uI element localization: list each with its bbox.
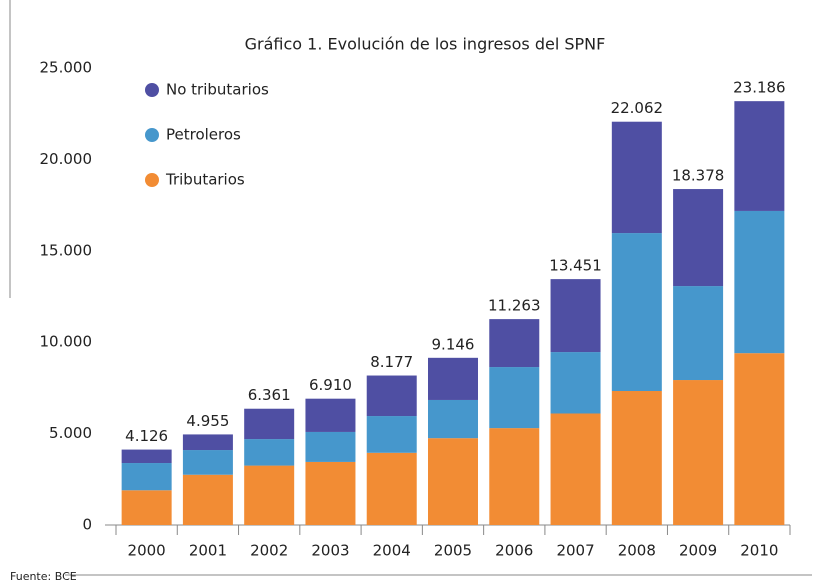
legend-marker (145, 173, 159, 187)
bar-segment (182, 450, 233, 475)
y-tick-label: 20.000 (40, 150, 93, 168)
bar-segment (489, 367, 540, 429)
y-tick-label: 25.000 (40, 59, 93, 77)
x-tick-label: 2003 (311, 542, 349, 560)
x-tick-label: 2000 (128, 542, 166, 560)
bar-segment (182, 474, 233, 525)
total-label: 4.126 (125, 427, 168, 445)
bar-segment (550, 279, 601, 353)
total-label: 13.451 (549, 257, 602, 275)
source: Fuente: BCE (10, 570, 77, 583)
chart-title: Gráfico 1. Evolución de los ingresos del… (245, 35, 606, 54)
x-tick-label: 2008 (618, 542, 656, 560)
bar-segment (244, 465, 295, 525)
bar-segment (366, 375, 417, 417)
bar-segment (244, 408, 295, 440)
bar-segment (489, 428, 540, 525)
bar-segment (734, 101, 785, 211)
x-tick-label: 2009 (679, 542, 717, 560)
x-tick-label: 2002 (250, 542, 288, 560)
bar-segment (734, 353, 785, 525)
bar-segment (182, 434, 233, 451)
bar-segment (366, 416, 417, 453)
y-tick-label: 15.000 (40, 241, 93, 259)
x-tick-label: 2005 (434, 542, 472, 560)
bar-segment (121, 490, 172, 525)
bar-segment (305, 398, 356, 432)
bar-segment (428, 399, 478, 439)
total-label: 4.955 (186, 412, 229, 430)
legend-label: No tributarios (166, 81, 269, 99)
y-tick-label: 5.000 (49, 424, 92, 442)
bar-segment (366, 452, 417, 525)
bar-segment (734, 210, 785, 354)
x-tick-label: 2001 (189, 542, 227, 560)
y-tick-label: 10.000 (40, 333, 93, 351)
total-label: 8.177 (370, 353, 413, 371)
bar-segment (673, 380, 724, 525)
total-label: 22.062 (611, 99, 664, 117)
legend-marker (145, 83, 159, 97)
total-label: 6.910 (309, 376, 352, 394)
legend-marker (145, 128, 159, 142)
total-label: 23.186 (733, 79, 786, 97)
bar-segment (550, 352, 601, 414)
bar-segment (305, 431, 356, 462)
y-tick-label: 0 (82, 516, 92, 534)
bar-segment (611, 121, 662, 234)
x-tick-label: 2007 (556, 542, 594, 560)
total-label: 18.378 (672, 167, 725, 185)
x-tick-label: 2004 (373, 542, 411, 560)
bar-segment (550, 413, 601, 525)
legend-label: Tributarios (165, 171, 245, 189)
bar-segment (673, 189, 724, 287)
x-tick-label: 2010 (740, 542, 778, 560)
bar-segment (489, 319, 540, 368)
total-label: 6.361 (248, 386, 291, 404)
legend-label: Petroleros (166, 126, 241, 144)
bar-segment (611, 391, 662, 525)
bar-segment (428, 357, 478, 400)
bar-segment (428, 438, 478, 525)
x-tick-label: 2006 (495, 542, 533, 560)
total-label: 11.263 (488, 297, 541, 315)
bar-segment (305, 461, 356, 525)
bar-segment (244, 439, 295, 466)
total-label: 9.146 (432, 335, 475, 353)
bar-segment (611, 233, 662, 392)
bar-segment (673, 286, 724, 381)
bar-segment (121, 463, 172, 491)
bar-segment (121, 449, 172, 464)
